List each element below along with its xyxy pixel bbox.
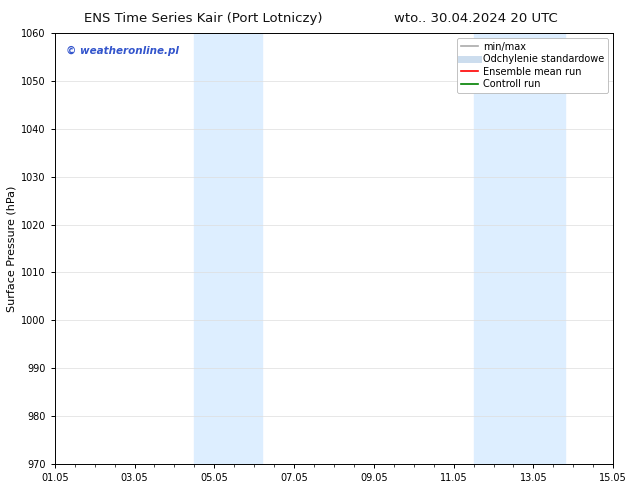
- Text: © weatheronline.pl: © weatheronline.pl: [66, 46, 179, 56]
- Text: ENS Time Series Kair (Port Lotniczy): ENS Time Series Kair (Port Lotniczy): [84, 12, 322, 25]
- Text: wto.. 30.04.2024 20 UTC: wto.. 30.04.2024 20 UTC: [394, 12, 557, 25]
- Legend: min/max, Odchylenie standardowe, Ensemble mean run, Controll run: min/max, Odchylenie standardowe, Ensembl…: [457, 38, 608, 93]
- Bar: [474, 33, 566, 464]
- Bar: [195, 33, 262, 464]
- Y-axis label: Surface Pressure (hPa): Surface Pressure (hPa): [7, 185, 17, 312]
